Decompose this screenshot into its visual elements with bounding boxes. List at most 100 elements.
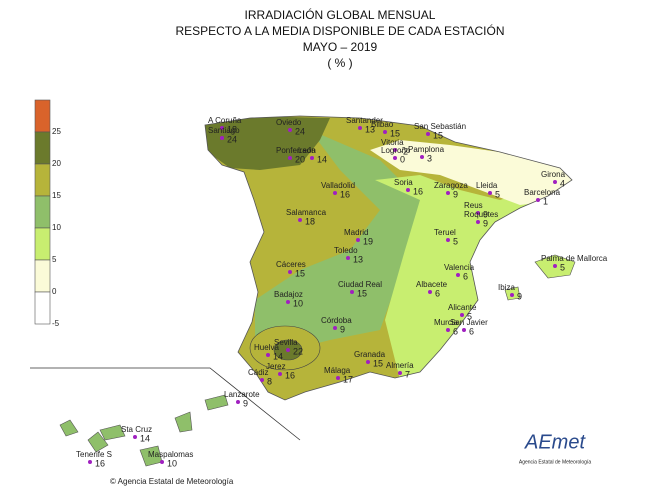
- legend-tick-label: -5: [52, 319, 60, 328]
- station-dot: [393, 156, 397, 160]
- station-name: Roquetes: [464, 210, 498, 219]
- legend-tick-label: 20: [52, 159, 61, 168]
- station-value: 0: [400, 154, 405, 164]
- station-name: Valladolid: [321, 181, 355, 190]
- station-value: 14: [317, 154, 327, 164]
- station-name: Jerez: [266, 362, 286, 371]
- station-name: León: [298, 146, 316, 155]
- station-dot: [553, 264, 557, 268]
- station-name: Pamplona: [408, 145, 445, 154]
- station-dot: [510, 293, 514, 297]
- station-value: 9: [453, 189, 458, 199]
- station-name: Bilbao: [371, 120, 394, 129]
- station-dot: [346, 256, 350, 260]
- station-dot: [133, 435, 137, 439]
- station-dot: [298, 218, 302, 222]
- station-name: Sevilla: [274, 338, 298, 347]
- station-name: Ponferrada: [276, 146, 316, 155]
- station-dot: [488, 191, 492, 195]
- station-dot: [286, 300, 290, 304]
- station-value: 10: [293, 298, 303, 308]
- station-dot: [88, 460, 92, 464]
- legend-swatch: [34, 259, 51, 293]
- stations: A Coruña18Santiago24Oviedo24Santander13B…: [76, 116, 608, 468]
- station-name: Reus: [464, 201, 483, 210]
- station-dot: [236, 400, 240, 404]
- station-dot: [288, 156, 292, 160]
- station-name: Soria: [394, 178, 413, 187]
- legend-tick-label: 5: [52, 255, 57, 264]
- title-line: MAYO – 2019: [303, 40, 378, 54]
- station-name: Tenerife S: [76, 450, 112, 459]
- station-name: Granada: [354, 350, 386, 359]
- title-line: RESPECTO A LA MEDIA DISPONIBLE DE CADA E…: [176, 23, 505, 38]
- legend-tick-label: 0: [52, 287, 57, 296]
- legend-swatch: [34, 195, 51, 229]
- station-name: Vitoria: [381, 138, 404, 147]
- station-value: 17: [343, 374, 353, 384]
- station-value: 5: [467, 311, 472, 321]
- station-value: 6: [469, 326, 474, 336]
- station-name: Palma de Mallorca: [541, 254, 608, 263]
- station-name: Madrid: [344, 228, 368, 237]
- station-dot: [398, 371, 402, 375]
- legend-tick-label: 15: [52, 191, 61, 200]
- station-dot: [310, 156, 314, 160]
- canary-frame: [30, 367, 301, 441]
- station-value: 8: [267, 376, 272, 386]
- station-name: Logroño: [381, 146, 411, 155]
- station-name: Ciudad Real: [338, 280, 382, 289]
- station-dot: [446, 238, 450, 242]
- zone-10-15: [255, 130, 420, 350]
- station-name: Albacete: [416, 280, 448, 289]
- station-dot: [406, 188, 410, 192]
- station-value: 15: [373, 358, 383, 368]
- station-value: 9: [483, 218, 488, 228]
- station-value: 7: [405, 369, 410, 379]
- station-name: Lleida: [476, 181, 498, 190]
- station-value: 6: [463, 271, 468, 281]
- station-value: 16: [285, 370, 295, 380]
- station-dot: [536, 198, 540, 202]
- station-dot: [288, 128, 292, 132]
- station-dot: [476, 211, 480, 215]
- station-value: 5: [453, 236, 458, 246]
- station-dot: [220, 136, 224, 140]
- station-name: Sta Cruz: [121, 425, 152, 434]
- station-name: Barcelona: [524, 188, 561, 197]
- station-name: Girona: [541, 170, 566, 179]
- spain-outline: [204, 115, 573, 401]
- station-value: 9: [483, 209, 488, 219]
- station-value: 14: [140, 433, 150, 443]
- station-dot: [336, 376, 340, 380]
- station-value: 20: [295, 154, 305, 164]
- station-name: Teruel: [434, 228, 456, 237]
- station-name: Cádiz: [248, 368, 268, 377]
- station-name: Málaga: [324, 366, 351, 375]
- station-dot: [220, 126, 224, 130]
- station-value: 9: [517, 291, 522, 301]
- station-value: 4: [560, 178, 565, 188]
- legend: 25 20 15 10 5 0 -5: [34, 99, 61, 328]
- station-name: Alicante: [448, 303, 477, 312]
- station-value: 18: [305, 216, 315, 226]
- station-value: 16: [340, 189, 350, 199]
- station-dot: [266, 353, 270, 357]
- station-value: -2: [400, 146, 408, 156]
- station-dot: [356, 238, 360, 242]
- legend-tick-label: 10: [52, 223, 61, 232]
- station-value: 9: [340, 324, 345, 334]
- station-value: 6: [453, 326, 458, 336]
- station-name: A Coruña: [208, 116, 242, 125]
- station-value: 19: [363, 236, 373, 246]
- station-name: Ibiza: [498, 283, 515, 292]
- station-dot: [393, 148, 397, 152]
- station-dot: [462, 328, 466, 332]
- legend-swatch: [34, 163, 51, 197]
- station-dot: [383, 130, 387, 134]
- station-name: Badajoz: [274, 290, 303, 299]
- title-line: IRRADIACIÓN GLOBAL MENSUAL: [245, 7, 436, 22]
- station-value: 24: [227, 134, 237, 144]
